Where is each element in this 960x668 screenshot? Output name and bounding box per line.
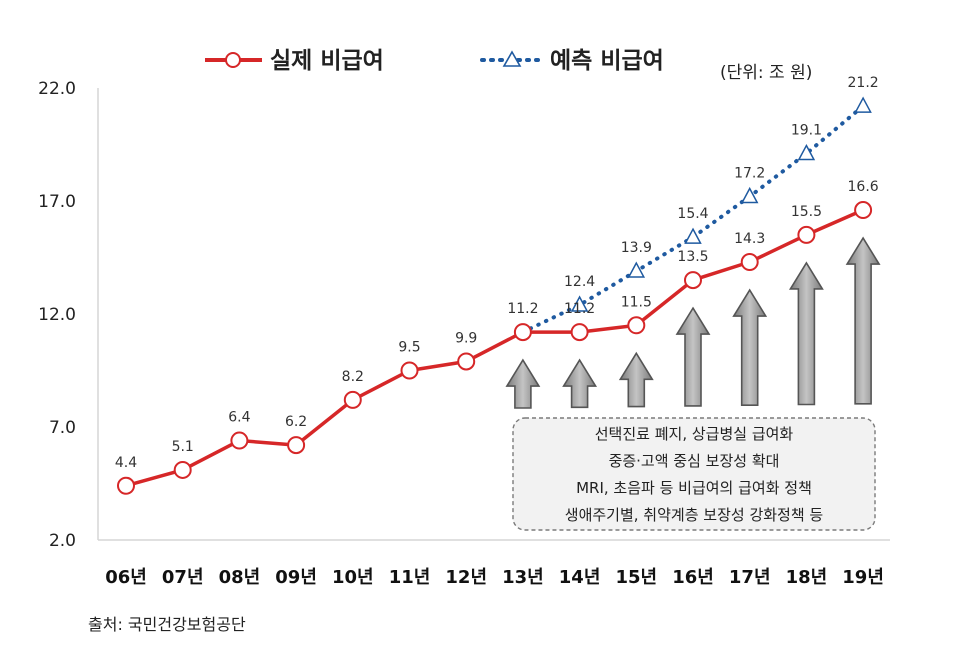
y-tick-label: 7.0: [49, 418, 76, 438]
policy-note: 선택진료 폐지, 상급병실 급여화 중증·고액 중심 보장성 확대 MRI, 초…: [512, 417, 876, 531]
policy-arrow: [675, 306, 711, 407]
legend-marker-actual: [225, 52, 241, 68]
data-point: [117, 476, 135, 495]
data-label: 12.4: [564, 274, 595, 290]
data-label: 17.2: [734, 165, 765, 181]
data-label: 4.4: [115, 455, 137, 471]
series-actual: [117, 201, 873, 495]
data-label: 15.5: [791, 204, 822, 220]
x-tick-label: 06년: [105, 567, 147, 588]
data-label: 15.4: [677, 206, 708, 222]
x-tick-label: 11년: [389, 567, 431, 588]
policy-arrow: [562, 358, 598, 409]
series-forecast: [520, 96, 872, 335]
data-point: [740, 186, 759, 204]
x-tick-label: 13년: [502, 567, 544, 588]
legend: 실제 비급여 예측 비급여 (단위: 조 원): [205, 48, 812, 83]
legend-item-forecast: 예측 비급여: [480, 48, 664, 74]
data-point: [173, 460, 192, 479]
data-label: 6.2: [285, 414, 307, 430]
data-label: 13.9: [621, 240, 652, 256]
policy-arrow: [732, 288, 768, 407]
x-tick-label: 15년: [615, 567, 657, 588]
data-label: 13.5: [677, 249, 708, 265]
source-note: 출처: 국민건강보험공단: [88, 615, 246, 634]
policy-note-line-1: 선택진료 폐지, 상급병실 급여화: [595, 425, 794, 443]
data-label: 14.3: [734, 231, 765, 247]
legend-item-actual: 실제 비급여: [205, 48, 384, 74]
data-label: 11.5: [621, 294, 652, 310]
data-point: [570, 295, 589, 312]
policy-arrow: [788, 261, 824, 406]
data-label: 9.9: [455, 330, 477, 346]
data-label: 21.2: [848, 75, 879, 91]
data-point: [513, 323, 532, 342]
y-tick-label: 22.0: [38, 79, 76, 99]
policy-arrow: [505, 358, 541, 409]
x-tick-label: 12년: [445, 567, 487, 588]
policy-arrow: [618, 351, 654, 408]
data-label: 9.5: [398, 340, 420, 356]
data-point: [797, 143, 816, 161]
data-point: [570, 323, 589, 342]
x-tick-label: 17년: [729, 567, 771, 588]
x-axis-ticks: 06년 07년 08년 09년 10년 11년 12년 13년 14년 15년 16년 17년 18년 1…: [105, 567, 884, 588]
data-labels-actual: 4.4 5.1 6.4 6.2 8.2 9.5 9.9 11.2 11.2 11.5 13.5 14.…: [115, 179, 879, 471]
data-label: 19.1: [791, 123, 822, 139]
data-label: 5.1: [172, 439, 194, 455]
data-point: [797, 225, 816, 244]
data-point: [854, 96, 872, 113]
x-tick-label: 16년: [672, 567, 714, 588]
legend-label-actual: 실제 비급여: [270, 48, 384, 74]
y-axis-ticks: 2.0 7.0 12.0 17.0 22.0: [38, 79, 76, 551]
legend-marker-forecast: [502, 50, 522, 67]
policy-note-line-4: 생애주기별, 취약계층 보장성 강화정책 등: [565, 506, 824, 524]
data-label: 11.2: [507, 301, 538, 317]
data-point: [684, 271, 702, 290]
legend-label-forecast: 예측 비급여: [550, 48, 664, 74]
data-point: [854, 201, 873, 220]
data-label: 11.2: [564, 301, 595, 317]
data-point: [400, 361, 419, 380]
data-point: [627, 261, 646, 278]
data-point: [457, 352, 476, 371]
data-point: [343, 390, 362, 409]
data-label: 6.4: [228, 410, 250, 426]
x-tick-label: 08년: [219, 567, 261, 588]
data-point: [627, 316, 646, 335]
x-tick-label: 14년: [559, 567, 601, 588]
data-point: [684, 227, 702, 244]
x-tick-label: 19년: [842, 567, 884, 588]
data-labels-forecast: 12.4 13.9 15.4 17.2 19.1 21.2: [564, 75, 879, 290]
data-label: 8.2: [342, 369, 364, 385]
policy-note-box: [512, 417, 876, 531]
policy-note-line-3: MRI, 초음파 등 비급여의 급여화 정책: [576, 479, 812, 497]
series-line: [124, 208, 865, 488]
data-label: 16.6: [848, 179, 879, 195]
y-tick-label: 17.0: [38, 192, 76, 212]
policy-arrow: [845, 236, 881, 405]
unit-label: (단위: 조 원): [720, 63, 812, 83]
x-tick-label: 07년: [162, 567, 204, 588]
x-tick-label: 10년: [332, 567, 374, 588]
data-point: [230, 431, 249, 450]
policy-note-line-2: 중증·고액 중심 보장성 확대: [609, 452, 780, 470]
policy-arrows: [505, 236, 881, 409]
x-tick-label: 18년: [786, 567, 828, 588]
y-tick-label: 12.0: [38, 305, 76, 325]
data-point: [287, 436, 306, 455]
data-point: [740, 253, 759, 272]
y-tick-label: 2.0: [49, 531, 76, 551]
x-tick-label: 09년: [275, 567, 317, 588]
